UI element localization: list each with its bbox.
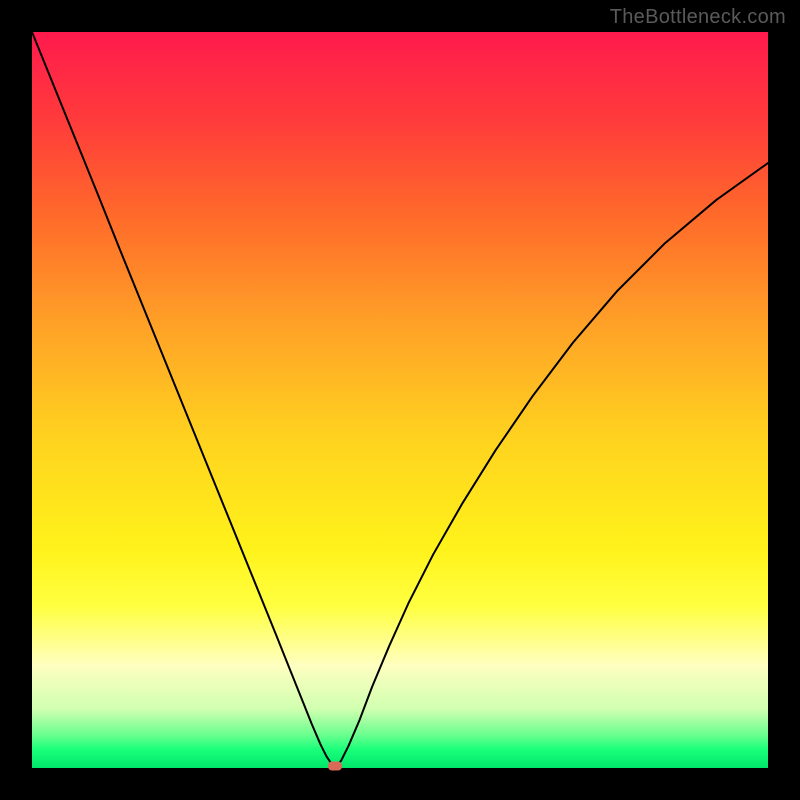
watermark-text: TheBottleneck.com [610,6,786,29]
bottleneck-curve [32,32,768,768]
plot-area [32,32,768,768]
optimum-marker [328,762,342,771]
